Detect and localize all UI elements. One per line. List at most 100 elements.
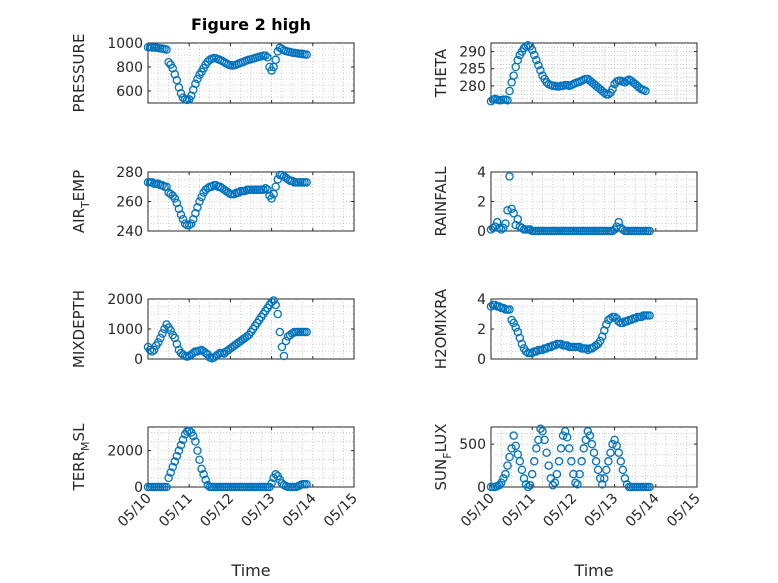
data-point: [187, 219, 196, 228]
data-point: [164, 473, 173, 483]
data-point: [618, 465, 628, 475]
data-point: [614, 217, 623, 227]
data-point: [273, 309, 283, 319]
data-point: [176, 89, 186, 98]
x-axis-label-left: Time: [230, 561, 270, 580]
data-point: [544, 461, 553, 470]
data-point: [180, 219, 190, 228]
data-point: [149, 345, 159, 355]
data-point: [279, 351, 289, 361]
data-point: [509, 71, 518, 80]
data-point: [614, 448, 623, 457]
y-tick-label: 0: [134, 352, 143, 368]
x-tick-label: 05/10: [458, 491, 498, 531]
data-point: [486, 302, 496, 311]
data-point: [147, 178, 157, 187]
data-point: [593, 465, 603, 475]
data-point: [507, 204, 516, 214]
data-point: [191, 437, 200, 446]
y-tick-label: 1000: [107, 36, 143, 52]
data-point: [513, 55, 523, 65]
data-point: [558, 431, 568, 440]
data-point: [581, 344, 591, 353]
data-point: [193, 203, 202, 212]
data-point: [158, 329, 167, 338]
data-point: [513, 214, 523, 224]
y-tick-label: 2000: [107, 292, 143, 308]
data-point: [606, 314, 615, 323]
data-point: [503, 96, 512, 105]
data-point: [170, 194, 180, 203]
data-point: [509, 209, 518, 218]
y-tick-label: 280: [116, 165, 143, 181]
data-point: [497, 225, 506, 234]
data-point: [523, 482, 533, 492]
data-point: [505, 172, 514, 181]
subplot-7: 05/10 05/11 05/12 05/13 05/14 05/15 0 2000 TERRM…: [70, 423, 361, 530]
x-tick-label: 05/15: [664, 491, 704, 531]
y-tick-label: 0: [477, 480, 486, 496]
data-point: [261, 183, 270, 193]
data-point: [645, 311, 654, 320]
y-axis-label: AIRTEMP: [70, 170, 92, 233]
data-point: [562, 433, 572, 442]
data-point: [497, 478, 506, 487]
y-tick-label: 800: [116, 60, 143, 76]
data-point: [571, 478, 580, 487]
y-tick-label: 0: [477, 224, 486, 240]
data-point: [287, 176, 297, 186]
data-point: [505, 305, 514, 314]
data-point: [261, 51, 270, 60]
data-point: [213, 350, 223, 359]
data-point: [166, 326, 175, 335]
y-tick-label: 600: [116, 84, 143, 100]
y-tick-label: 500: [459, 437, 486, 453]
y-axis-label: THETA: [432, 48, 450, 98]
y-tick-label: 0: [134, 480, 143, 496]
y-tick-label: 240: [116, 224, 143, 240]
y-tick-label: 2000: [107, 444, 143, 460]
x-tick-label: 05/12: [197, 491, 237, 531]
data-point: [602, 320, 611, 329]
data-point: [193, 74, 202, 84]
data-point: [189, 214, 198, 224]
data-point: [172, 451, 182, 461]
data-point: [207, 182, 217, 191]
subplot-5: 0 1000 2000 MIXDEPTH: [70, 290, 355, 368]
y-axis-label: SUNFLUX: [432, 424, 454, 491]
data-point: [556, 339, 566, 349]
y-axis-label: PRESSURE: [70, 34, 88, 113]
data-point: [499, 223, 508, 233]
data-point: [145, 345, 155, 355]
data-point: [517, 223, 527, 233]
data-point: [263, 185, 272, 194]
x-tick-label: 05/12: [540, 491, 580, 531]
data-point: [645, 482, 654, 492]
data-point: [548, 481, 558, 490]
data-point: [540, 435, 549, 445]
data-point: [166, 468, 175, 477]
subplot-8: 05/10 05/11 05/12 05/13 05/14 05/15 0 500 SUNFLU…: [432, 424, 704, 531]
data-point: [271, 470, 280, 479]
subplot-3: 240 260 280 AIRTEMP: [70, 165, 355, 240]
data-point: [162, 45, 171, 54]
data-point: [492, 217, 502, 227]
data-point: [509, 318, 518, 328]
data-point: [178, 350, 188, 359]
data-point: [595, 336, 605, 346]
data-point: [267, 479, 276, 488]
data-point: [168, 462, 177, 472]
data-point: [302, 480, 311, 489]
data-point: [154, 338, 163, 347]
y-tick-label: 285: [459, 62, 486, 78]
data-point: [532, 347, 541, 356]
data-point: [530, 457, 539, 466]
data-point: [193, 446, 202, 455]
y-axis-label: RAINFALL: [432, 166, 450, 237]
data-point: [604, 90, 613, 99]
y-tick-label: 280: [459, 79, 486, 95]
y-axis-label: MIXDEPTH: [70, 290, 88, 368]
data-point: [608, 439, 617, 449]
data-point: [240, 186, 250, 196]
